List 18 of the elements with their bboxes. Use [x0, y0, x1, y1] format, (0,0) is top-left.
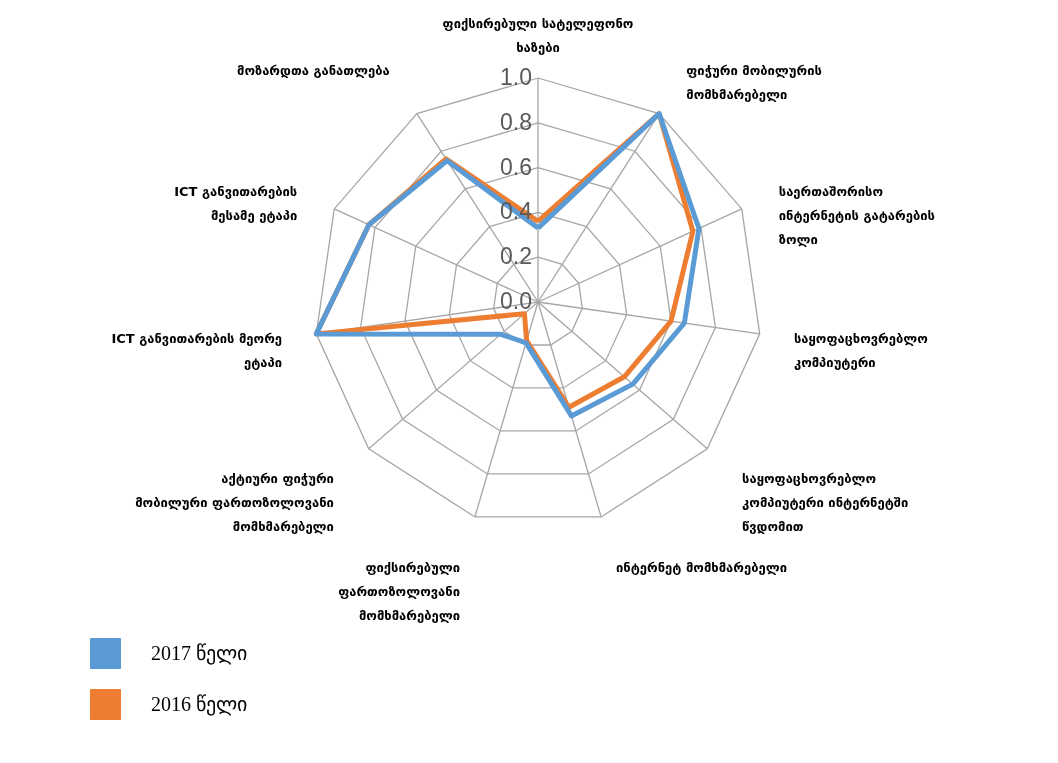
- spoke-label: ინტერნეტ მომხმარებელი: [616, 559, 788, 575]
- legend-label: 2017 წელი: [151, 641, 247, 665]
- spoke-label: ICT განვითარების მეორე ეტაპი: [111, 330, 283, 370]
- spoke-label: საყოფაცხოვრებლო კომპიუტერი ინტერნეტში წვდომით: [742, 470, 909, 534]
- spoke-label: საყოფაცხოვრებლო კომპიუტერი: [793, 330, 928, 370]
- spoke-label: მოზარდთა განათლება: [237, 63, 390, 79]
- y-tick-label: 0.8: [500, 108, 532, 135]
- spoke-label: ფიჭური მობილურის მომხმარებელი: [686, 63, 822, 103]
- spoke-label: ფიქსირებული სატელეფონო ხაზები: [442, 16, 634, 56]
- spoke-label: ფიქსირებული ფართოზოლოვანი მომხმარებელი: [338, 559, 460, 623]
- spoke-label: საერთაშორისო ინტერნეტის გატარების ზოლი: [778, 184, 935, 248]
- spoke-label: აქტიური ფიჭური მობილური ფართოზოლოვანი მომხმარებელი: [135, 470, 334, 534]
- y-tick-label: 0.0: [500, 288, 532, 314]
- legend-label: 2016 წელი: [151, 692, 247, 716]
- y-tick-label: 0.2: [500, 243, 532, 270]
- y-tick-label: 0.6: [500, 153, 532, 180]
- spoke-label: ICT განვითარების მესამე ეტაპი: [174, 184, 298, 224]
- y-tick-label: 1.0: [500, 64, 532, 90]
